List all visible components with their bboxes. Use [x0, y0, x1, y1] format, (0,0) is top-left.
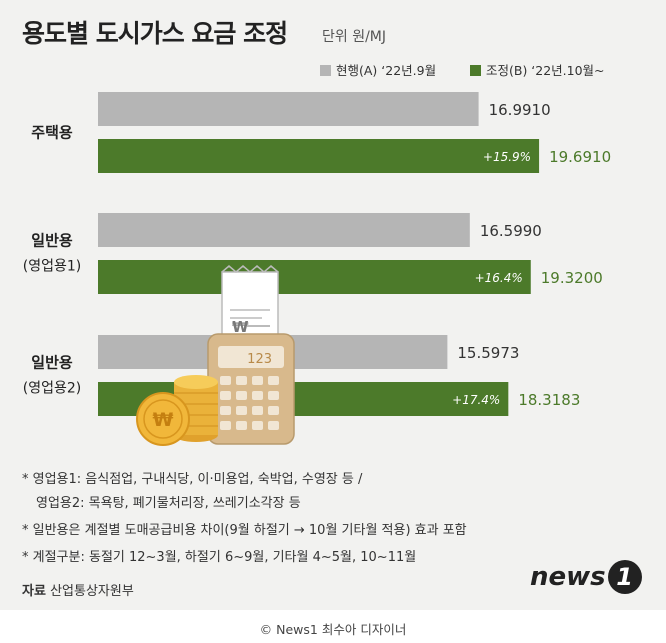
data-label: 19.3200 — [541, 269, 603, 287]
logo-text: news — [530, 562, 606, 592]
data-label: 15.5973 — [457, 344, 519, 362]
calculator-key — [220, 421, 231, 430]
legend-adjusted: 조정(B) ‘22년.10월~ — [470, 60, 605, 79]
calculator-key — [236, 421, 247, 430]
note-4: * 계절구분: 동절기 12~3월, 하절기 6~9월, 기타월 4~5월, 1… — [22, 550, 417, 565]
change-percent-label: +15.9% — [483, 150, 531, 164]
calculator-key — [220, 391, 231, 400]
data-label: 16.5990 — [480, 222, 542, 240]
news1-logo: news 1 — [530, 560, 642, 594]
calculator-key — [236, 376, 247, 385]
data-label: 19.6910 — [549, 148, 611, 166]
data-label: 16.9910 — [489, 101, 551, 119]
legend-swatch-current — [320, 65, 331, 76]
calculator-display: 123 — [247, 352, 272, 367]
bar-current — [98, 213, 470, 247]
calculator-key — [268, 376, 279, 385]
calculator-key — [236, 406, 247, 415]
photo-credit: © News1 최수아 디자이너 — [259, 622, 407, 637]
legend-label-current: 현행(A) ‘22년.9월 — [336, 63, 437, 78]
category-label: (영업용1) — [23, 259, 81, 275]
legend-swatch-adjusted — [470, 65, 481, 76]
calculator-key — [252, 406, 263, 415]
receipt-icon: ₩ — [221, 265, 279, 343]
category-label: 일반용 — [31, 354, 73, 372]
category-label: 일반용 — [31, 232, 73, 250]
legend-label-adjusted: 조정(B) ‘22년.10월~ — [486, 63, 605, 78]
calculator-key — [268, 406, 279, 415]
note-2: 영업용2: 목욕탕, 폐기물처리장, 쓰레기소각장 등 — [36, 496, 301, 511]
legend-current: 현행(A) ‘22년.9월 — [320, 60, 436, 79]
receipt-won-sign: ₩ — [232, 318, 249, 336]
category-label: (영업용2) — [23, 381, 81, 397]
note-1: * 영업용1: 음식점업, 구내식당, 이·미용업, 숙박업, 수영장 등 / — [22, 472, 363, 487]
change-percent-label: +17.4% — [452, 393, 500, 407]
category-label: 주택용 — [31, 124, 73, 142]
calculator-key — [268, 391, 279, 400]
calculator-key — [236, 391, 247, 400]
bar-current — [98, 92, 479, 126]
calculator-key — [220, 406, 231, 415]
source-label: 자료 — [22, 584, 46, 599]
logo-mark: 1 — [607, 560, 642, 594]
source-text: 산업통상자원부 — [50, 584, 134, 599]
bar-adjusted — [98, 139, 540, 173]
infographic-card: 용도별 도시가스 요금 조정 단위 원/MJ 현행(A) ‘22년.9월 조정(… — [0, 0, 666, 610]
data-label: 18.3183 — [518, 391, 580, 409]
change-percent-label: +16.4% — [475, 271, 523, 285]
calculator-key — [268, 421, 279, 430]
coin-stack-icon: ₩ — [136, 375, 218, 446]
calculator-key — [252, 376, 263, 385]
calculator-icon: 123 — [207, 333, 295, 445]
money-illustration: ₩ 123 ₩ — [136, 265, 295, 446]
coin-won-sign: ₩ — [153, 409, 174, 431]
chart-title: 용도별 도시가스 요금 조정 — [22, 19, 288, 48]
calculator-key — [252, 421, 263, 430]
bar-chart: 주택용 16.9910 19.6910 +15.9% 일반용 (영업용1) 16.5990 1… — [23, 92, 611, 446]
calculator-key — [220, 376, 231, 385]
bar-adjusted — [98, 260, 531, 294]
note-3: * 일반용은 계절별 도매공급비용 차이(9월 하절기 → 10월 기타월 적용… — [22, 523, 467, 538]
unit-label: 단위 원/MJ — [322, 29, 387, 45]
calculator-key — [252, 391, 263, 400]
source-line: 자료 산업통상자원부 — [22, 580, 134, 599]
